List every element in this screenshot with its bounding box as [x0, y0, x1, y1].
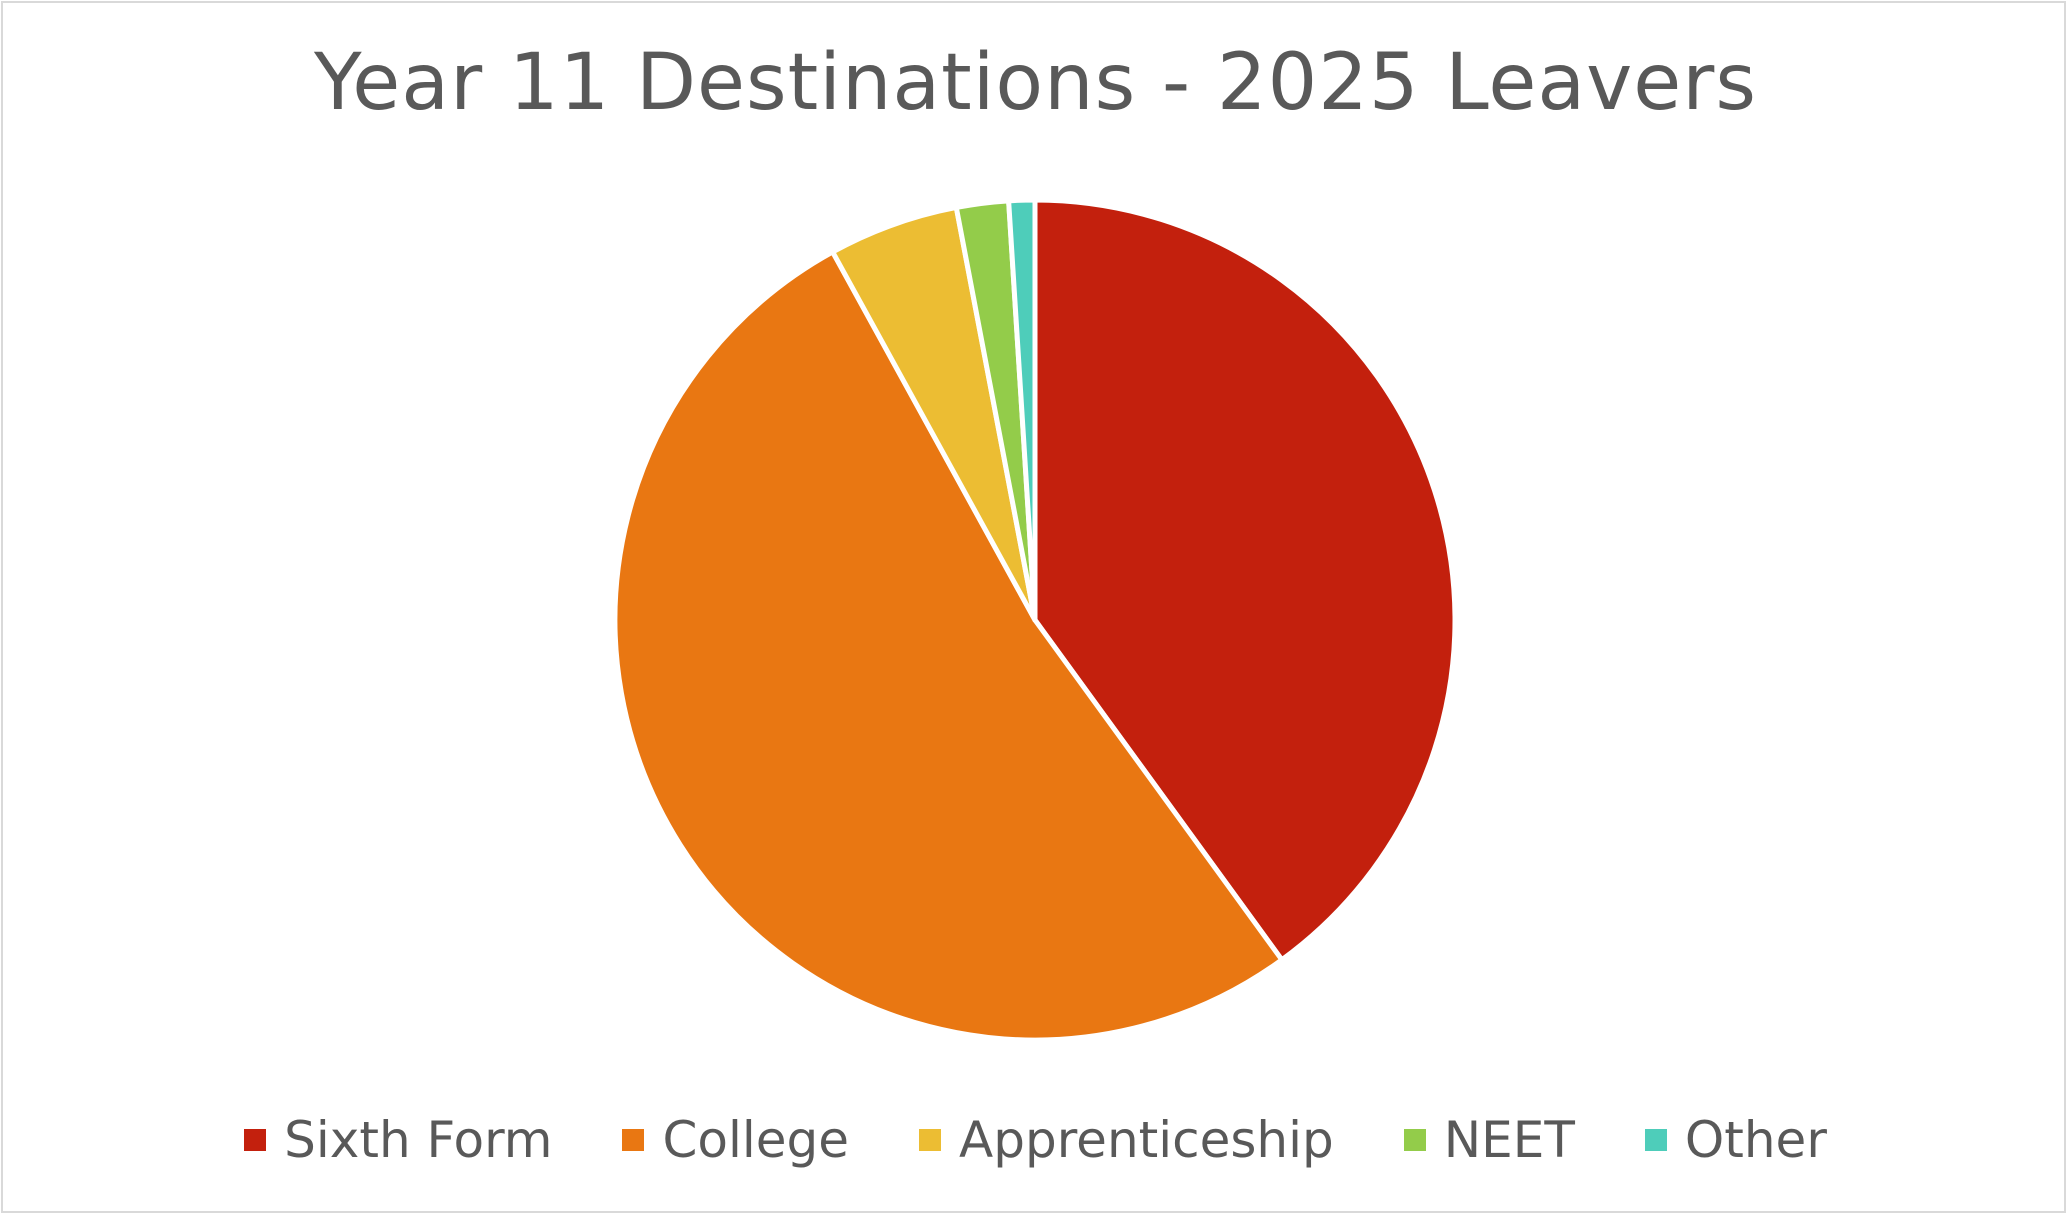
pie-slice-sixth-form [1032, 197, 1458, 963]
legend-label-sixth-form: Sixth Form [284, 1111, 553, 1169]
legend-swatch-sixth-form [244, 1129, 267, 1151]
legend-swatch-apprenticeship [919, 1129, 942, 1151]
legend-label-apprenticeship: Apprenticeship [959, 1111, 1334, 1169]
legend-item-neet: NEET [1403, 1111, 1575, 1169]
legend: Sixth Form College Apprenticeship NEET Other [0, 1105, 2071, 1175]
legend-label-college: College [662, 1111, 850, 1169]
legend-label-other: Other [1684, 1111, 1827, 1169]
legend-item-other: Other [1644, 1111, 1827, 1169]
pie-slice-college [612, 249, 1285, 1043]
legend-item-sixth-form: Sixth Form [244, 1111, 552, 1169]
legend-swatch-other [1644, 1129, 1667, 1151]
legend-item-college: College [622, 1111, 849, 1169]
legend-item-apprenticeship: Apprenticeship [919, 1111, 1334, 1169]
legend-label-neet: NEET [1443, 1111, 1575, 1169]
chart-title: Year 11 Destinations - 2025 Leavers [314, 38, 1757, 128]
legend-swatch-neet [1403, 1129, 1426, 1151]
pie-slice-other [1006, 197, 1038, 623]
pie-slices [612, 197, 1458, 1043]
legend-swatch-college [622, 1129, 645, 1151]
